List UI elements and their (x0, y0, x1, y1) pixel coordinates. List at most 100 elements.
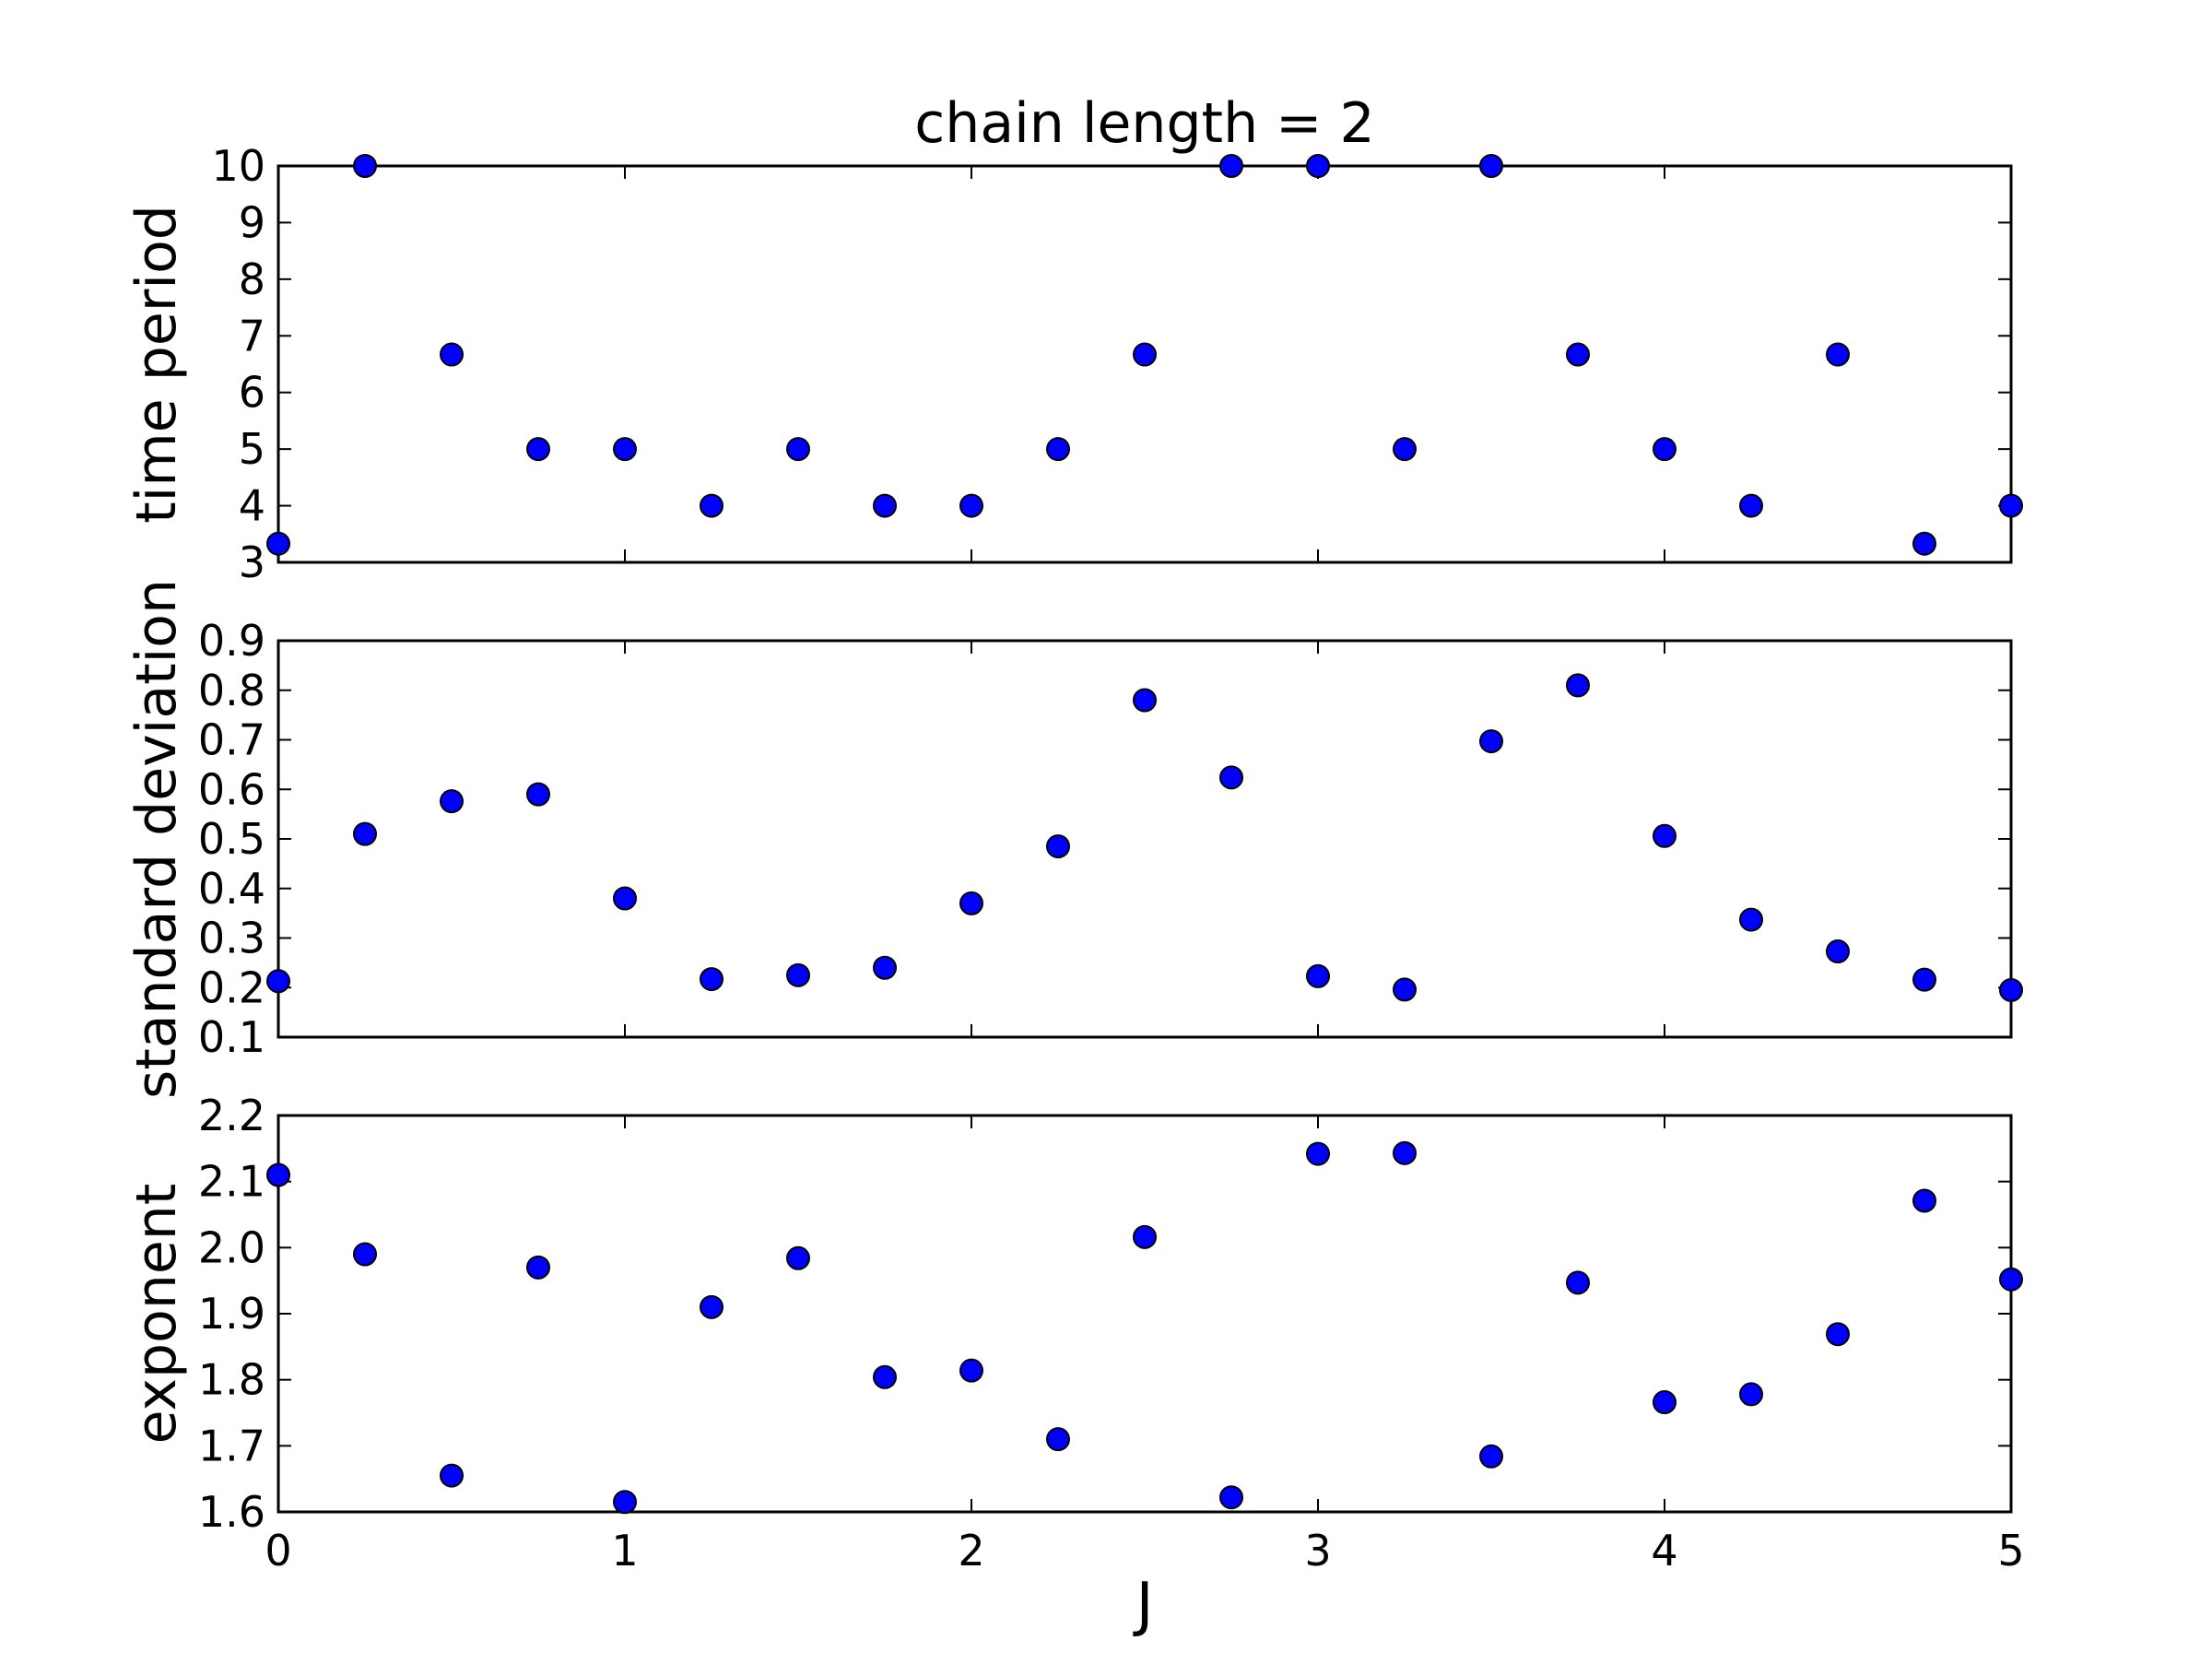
y-tick-label: 2.1 (198, 1157, 265, 1207)
x-tick-label: 5 (1997, 1526, 2024, 1575)
y-tick-label: 6 (239, 368, 265, 418)
data-point (1826, 939, 1850, 964)
data-point (526, 437, 550, 462)
data-point (1912, 531, 1936, 556)
data-point (526, 782, 550, 807)
data-point (959, 493, 983, 518)
y-axis-label: exponent (124, 1184, 189, 1445)
data-point (1999, 977, 2023, 1002)
data-point (1393, 977, 1417, 1002)
y-tick-label: 4 (239, 481, 265, 531)
y-tick-label: 8 (239, 254, 265, 304)
y-tick-label: 1.9 (198, 1289, 265, 1339)
x-tick-label: 0 (265, 1526, 291, 1575)
data-point (1219, 765, 1243, 790)
data-point (1739, 493, 1763, 518)
data-point (353, 821, 377, 846)
data-point (959, 1358, 983, 1383)
data-point (700, 1294, 724, 1319)
data-point (613, 1490, 637, 1515)
data-point (613, 886, 637, 911)
data-point (266, 1162, 290, 1187)
data-point (700, 493, 724, 518)
data-point (1999, 493, 2023, 518)
data-point (1826, 1322, 1850, 1347)
data-point (1912, 967, 1936, 992)
data-point (440, 1463, 464, 1488)
data-point (700, 967, 724, 992)
y-tick-label: 0.3 (198, 914, 265, 963)
x-axis-label: J (1133, 1571, 1154, 1639)
y-axis-label: time period (124, 205, 189, 524)
data-point (1046, 437, 1070, 462)
x-tick-label: 1 (611, 1526, 638, 1575)
data-point (1653, 1390, 1677, 1415)
data-point (1479, 154, 1503, 178)
data-point (1479, 729, 1503, 754)
y-tick-label: 5 (239, 424, 265, 474)
subplot-1: 3 4 5 6 7 8 9 10 time period (124, 141, 2023, 587)
y-tick-label: 1.6 (198, 1487, 265, 1537)
x-tick-label: 3 (1304, 1526, 1331, 1575)
data-point (873, 955, 897, 980)
data-point (526, 1255, 550, 1280)
data-point (1566, 1270, 1590, 1295)
y-tick-label: 1.8 (198, 1355, 265, 1405)
y-tick-label: 0.1 (198, 1012, 265, 1062)
data-point (1653, 437, 1677, 462)
data-point (1046, 834, 1070, 859)
y-tick-label: 3 (239, 537, 265, 587)
data-point (1393, 1140, 1417, 1165)
y-tick-label: 2.0 (198, 1222, 265, 1272)
data-point (1826, 342, 1850, 367)
y-tick-label: 0.2 (198, 962, 265, 1012)
data-point (786, 1245, 810, 1270)
data-point (1393, 437, 1417, 462)
chart-title: chain length = 2 (914, 91, 1374, 156)
data-point (266, 531, 290, 556)
data-point (873, 493, 897, 518)
y-tick-label: 1.7 (198, 1421, 265, 1470)
data-point (1566, 342, 1590, 367)
data-point (613, 437, 637, 462)
y-tick-label: 0.7 (198, 715, 265, 765)
data-point (1219, 154, 1243, 178)
data-point (1133, 1224, 1157, 1249)
data-point (1479, 1444, 1503, 1469)
data-point (1219, 1485, 1243, 1510)
y-tick-label: 7 (239, 311, 265, 360)
data-point (353, 154, 377, 178)
data-point (353, 1242, 377, 1267)
x-tick-label: 2 (958, 1526, 984, 1575)
y-tick-label: 0.9 (198, 616, 265, 666)
y-tick-label: 2.2 (198, 1091, 265, 1140)
x-tick-label: 4 (1651, 1526, 1677, 1575)
data-point (786, 437, 810, 462)
y-axis-label: standard deviation (124, 579, 189, 1099)
data-point (1046, 1427, 1070, 1452)
data-point (1306, 1141, 1330, 1166)
data-point (1653, 823, 1677, 848)
y-tick-label: 0.8 (198, 666, 265, 715)
y-tick-label: 9 (239, 197, 265, 247)
data-point (1999, 1267, 2023, 1292)
data-point (1566, 673, 1590, 698)
data-point (959, 891, 983, 915)
data-point (266, 969, 290, 994)
axes-frame (276, 164, 2013, 564)
y-tick-label: 0.6 (198, 764, 265, 814)
data-point (1739, 907, 1763, 932)
data-point (1306, 154, 1330, 178)
data-point (1912, 1188, 1936, 1213)
data-point (440, 342, 464, 367)
data-point (1739, 1382, 1763, 1407)
data-point (1306, 963, 1330, 988)
y-tick-label: 0.4 (198, 864, 265, 914)
subplot-3: 1.6 1.7 1.8 1.9 2.0 2.1 2.2 0 1 2 3 4 5 exponent (124, 1091, 2025, 1575)
data-point (1133, 342, 1157, 367)
y-tick-label: 0.5 (198, 814, 265, 864)
data-point (1133, 688, 1157, 713)
